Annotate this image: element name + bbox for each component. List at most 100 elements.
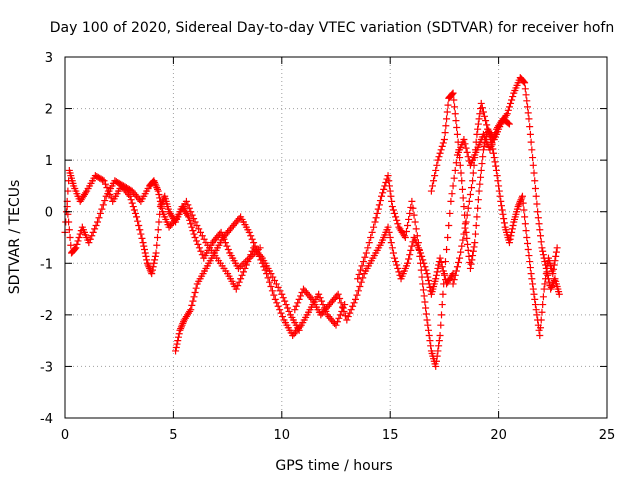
x-tick-label: 10 <box>274 428 291 443</box>
data-point <box>506 235 514 243</box>
data-point <box>468 184 475 192</box>
data-point <box>441 129 449 137</box>
data-point <box>473 130 481 138</box>
data-point <box>152 249 160 257</box>
data-point <box>472 221 480 229</box>
data-point <box>354 287 362 295</box>
data-point <box>408 242 416 250</box>
data-point <box>464 246 472 254</box>
data-point <box>67 241 75 249</box>
data-point <box>239 268 247 276</box>
data-point <box>453 123 461 131</box>
data-point <box>458 177 466 185</box>
data-point <box>350 299 358 307</box>
data-point <box>440 270 448 278</box>
data-point <box>447 197 455 205</box>
data-point <box>384 172 392 180</box>
data-point <box>471 154 479 162</box>
data-point <box>425 276 433 284</box>
data-point <box>157 201 165 209</box>
data-point <box>411 218 419 226</box>
data-point <box>155 191 163 199</box>
data-point <box>413 232 421 240</box>
data-point <box>547 285 555 293</box>
data-point <box>437 321 445 329</box>
data-point <box>536 331 544 339</box>
data-point <box>521 79 529 87</box>
data-point <box>150 259 158 267</box>
data-point <box>421 263 429 271</box>
data-point <box>524 103 532 111</box>
data-point <box>459 236 467 244</box>
data-point <box>182 197 190 205</box>
data-point <box>154 234 162 241</box>
data-point <box>448 90 456 98</box>
data-point <box>174 337 182 345</box>
data-point <box>235 278 243 286</box>
data-point <box>427 187 435 195</box>
data-point <box>466 264 474 272</box>
data-point <box>500 215 508 223</box>
data-point <box>526 130 534 138</box>
data-point <box>423 270 431 278</box>
data-point <box>414 239 422 247</box>
data-point <box>364 244 372 252</box>
data-point <box>534 208 542 216</box>
data-point <box>238 271 246 279</box>
data-point <box>315 290 323 298</box>
data-point <box>402 227 410 235</box>
data-point <box>72 244 80 252</box>
data-point <box>147 268 155 276</box>
data-point <box>372 214 380 222</box>
data-point <box>359 274 367 282</box>
data-point <box>504 106 512 114</box>
data-point <box>500 219 508 227</box>
data-point <box>466 191 474 199</box>
data-point <box>436 331 444 339</box>
data-point <box>547 283 555 291</box>
data-point <box>188 211 196 219</box>
data-point <box>267 282 275 290</box>
data-point <box>188 301 196 309</box>
data-point <box>432 357 440 365</box>
data-point <box>224 246 232 254</box>
data-point <box>471 146 479 154</box>
data-point <box>521 220 529 228</box>
data-point <box>247 251 255 259</box>
data-point <box>464 153 472 161</box>
data-point <box>217 228 225 236</box>
data-point <box>499 210 507 218</box>
data-point <box>483 121 491 129</box>
data-point <box>385 228 393 236</box>
data-point <box>441 258 449 266</box>
data-point <box>455 146 463 154</box>
data-point <box>266 278 274 286</box>
data-point <box>148 266 156 274</box>
data-point <box>407 246 415 254</box>
data-point <box>334 290 342 298</box>
data-point <box>389 206 397 214</box>
data-point <box>151 178 159 186</box>
data-point <box>127 196 135 204</box>
data-point <box>394 220 402 228</box>
data-point <box>371 218 379 226</box>
data-point <box>296 323 304 331</box>
data-point <box>352 295 360 303</box>
data-point <box>134 217 142 225</box>
data-point <box>425 326 433 334</box>
data-point <box>388 197 396 205</box>
data-point <box>261 266 269 274</box>
data-point <box>237 275 245 283</box>
y-tick-label: -4 <box>40 412 53 427</box>
data-point <box>155 218 163 226</box>
data-point <box>470 243 478 251</box>
data-point <box>258 259 266 267</box>
data-point <box>425 331 433 339</box>
data-point <box>383 175 391 183</box>
data-series <box>61 74 563 370</box>
data-point <box>404 221 412 229</box>
data-point <box>96 209 104 217</box>
data-point <box>518 194 526 202</box>
data-point <box>335 314 343 322</box>
data-point <box>410 211 418 219</box>
